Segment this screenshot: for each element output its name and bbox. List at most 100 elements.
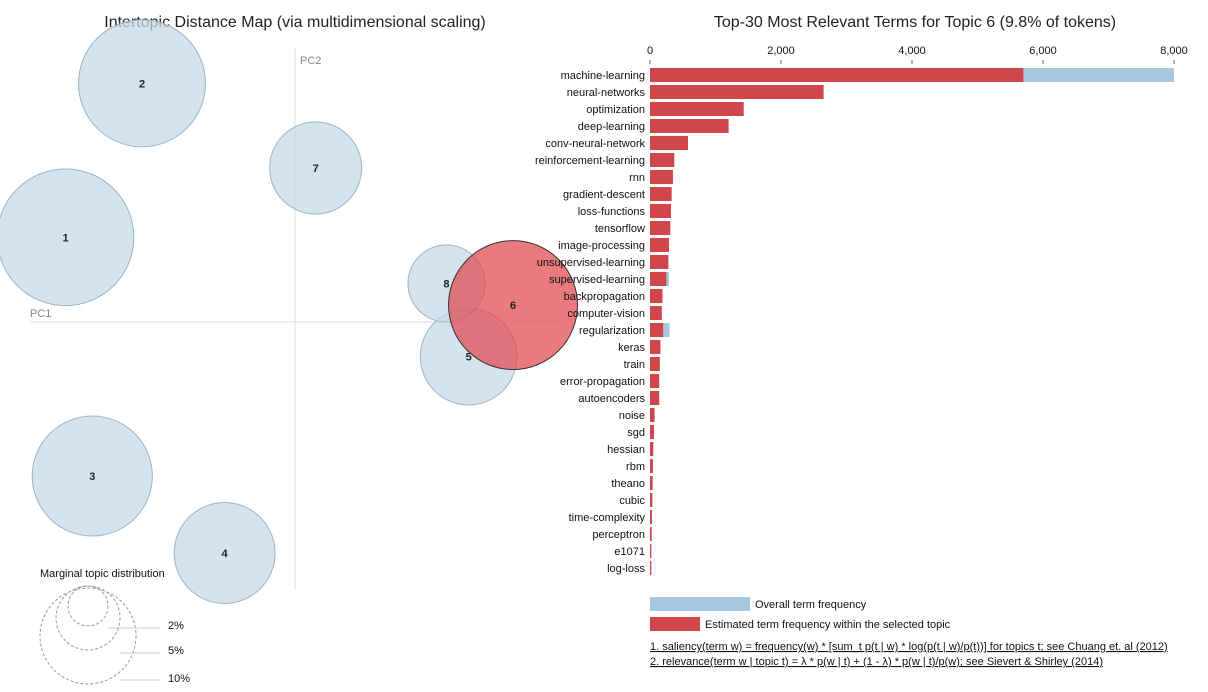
topic-frequency-bar xyxy=(650,442,654,456)
bar-x-axis: 0 2,000 4,000 6,000 8,000 xyxy=(647,45,1188,64)
term-label[interactable]: rnn xyxy=(629,172,645,184)
topic-bubble-7[interactable] xyxy=(269,121,363,215)
term-label[interactable]: sgd xyxy=(627,427,645,439)
term-row[interactable]: rbm xyxy=(626,459,653,473)
legend-overall-label: Overall term frequency xyxy=(755,599,867,611)
topic-bubble-3[interactable] xyxy=(31,415,153,537)
topic-frequency-bar xyxy=(650,340,661,354)
topic-frequency-bar xyxy=(650,221,671,235)
term-row[interactable]: deep-learning xyxy=(578,119,729,133)
term-label[interactable]: conv-neural-network xyxy=(545,138,645,150)
term-row[interactable]: e1071 xyxy=(614,544,652,558)
term-label[interactable]: hessian xyxy=(607,444,645,456)
term-row[interactable]: image-processing xyxy=(558,238,669,252)
term-label[interactable]: rbm xyxy=(626,461,645,473)
footnote-relevance[interactable]: 2. relevance(term w | topic t) = λ * p(w… xyxy=(650,656,1103,668)
topic-frequency-bar xyxy=(650,323,664,337)
term-label[interactable]: train xyxy=(624,359,645,371)
legend-estimated-swatch xyxy=(650,617,700,631)
term-label[interactable]: reinforcement-learning xyxy=(535,155,645,167)
term-row[interactable]: keras xyxy=(618,340,661,354)
term-label[interactable]: gradient-descent xyxy=(563,189,645,201)
topic-frequency-bar xyxy=(650,187,672,201)
topic-frequency-bar xyxy=(650,204,671,218)
term-row[interactable]: loss-functions xyxy=(578,204,671,218)
topic-bubble-4[interactable] xyxy=(173,502,276,604)
term-label[interactable]: computer-vision xyxy=(567,308,645,320)
topic-frequency-bar xyxy=(650,255,669,269)
term-label[interactable]: optimization xyxy=(586,104,645,116)
term-label[interactable]: backpropagation xyxy=(564,291,645,303)
term-row[interactable]: reinforcement-learning xyxy=(535,153,675,167)
topic-frequency-bar xyxy=(650,476,653,490)
term-label[interactable]: neural-networks xyxy=(567,87,646,99)
term-row[interactable]: perceptron xyxy=(592,527,652,541)
term-row[interactable]: sgd xyxy=(627,425,654,439)
topic-frequency-bar xyxy=(650,459,653,473)
term-row[interactable]: unsupervised-learning xyxy=(537,255,669,269)
term-row[interactable]: supervised-learning xyxy=(549,272,669,286)
marginal-label-10pct: 10% xyxy=(168,673,190,685)
topic-bubble-label-7: 7 xyxy=(313,163,319,175)
footnote-saliency[interactable]: 1. saliency(term w) = frequency(w) * [su… xyxy=(650,641,1168,653)
term-label[interactable]: keras xyxy=(618,342,645,354)
term-label[interactable]: supervised-learning xyxy=(549,274,645,286)
term-row[interactable]: rnn xyxy=(629,170,673,184)
topic-frequency-bar xyxy=(650,425,654,439)
term-row[interactable]: backpropagation xyxy=(564,289,663,303)
term-label[interactable]: time-complexity xyxy=(569,512,646,524)
term-label[interactable]: theano xyxy=(611,478,645,490)
topic-frequency-bar xyxy=(650,153,675,167)
term-label[interactable]: error-propagation xyxy=(560,376,645,388)
term-row[interactable]: neural-networks xyxy=(567,85,824,99)
topic-bubble-2[interactable] xyxy=(78,19,206,148)
topic-frequency-bar xyxy=(650,391,660,405)
term-label[interactable]: tensorflow xyxy=(595,223,645,235)
term-row[interactable]: noise xyxy=(619,408,655,422)
term-label[interactable]: machine-learning xyxy=(561,70,645,82)
term-label[interactable]: unsupervised-learning xyxy=(537,257,645,269)
term-row[interactable]: tensorflow xyxy=(595,221,671,235)
term-label[interactable]: deep-learning xyxy=(578,121,645,133)
term-label[interactable]: e1071 xyxy=(614,546,645,558)
term-label[interactable]: log-loss xyxy=(607,563,645,575)
marginal-label-5pct: 5% xyxy=(168,645,184,657)
term-label[interactable]: image-processing xyxy=(558,240,645,252)
term-label[interactable]: loss-functions xyxy=(578,206,646,218)
x-tick-label: 8,000 xyxy=(1160,45,1188,57)
term-label[interactable]: regularization xyxy=(579,325,645,337)
term-row[interactable]: log-loss xyxy=(607,561,652,575)
term-row[interactable]: error-propagation xyxy=(560,374,660,388)
topic-frequency-bar xyxy=(650,357,660,371)
term-row[interactable]: time-complexity xyxy=(569,510,652,524)
topic-frequency-bar xyxy=(650,408,655,422)
topic-frequency-bar xyxy=(650,289,663,303)
term-row[interactable]: optimization xyxy=(586,102,744,116)
term-label[interactable]: noise xyxy=(619,410,645,422)
term-row[interactable]: gradient-descent xyxy=(563,187,672,201)
term-row[interactable]: cubic xyxy=(619,493,653,507)
topic-frequency-bar xyxy=(650,306,662,320)
marginal-distribution-title: Marginal topic distribution xyxy=(40,568,165,580)
term-bars: machine-learning neural-networks optimizat… xyxy=(535,68,1174,575)
term-row[interactable]: theano xyxy=(611,476,653,490)
term-label[interactable]: autoencoders xyxy=(578,393,645,405)
marginal-label-2pct: 2% xyxy=(168,620,184,632)
term-row[interactable]: hessian xyxy=(607,442,654,456)
term-row[interactable]: computer-vision xyxy=(567,306,662,320)
term-row[interactable]: autoencoders xyxy=(578,391,660,405)
marginal-circle-10pct xyxy=(39,587,137,685)
term-row[interactable]: regularization xyxy=(579,323,670,337)
pc1-axis-label: PC1 xyxy=(30,308,51,320)
topic-bubble-1[interactable] xyxy=(0,168,135,307)
topic-bubbles: 1 2 3 4 5 7 8 6 xyxy=(0,19,579,604)
intertopic-map-title: Intertopic Distance Map (via multidimens… xyxy=(104,14,486,31)
x-tick-label: 0 xyxy=(647,45,653,57)
term-label[interactable]: perceptron xyxy=(592,529,645,541)
term-label[interactable]: cubic xyxy=(619,495,645,507)
topic-bubble-6[interactable] xyxy=(448,240,579,371)
term-row[interactable]: train xyxy=(624,357,660,371)
marginal-circle-2pct xyxy=(67,585,109,627)
term-row[interactable]: conv-neural-network xyxy=(545,136,688,150)
term-row[interactable]: machine-learning xyxy=(561,68,1174,82)
